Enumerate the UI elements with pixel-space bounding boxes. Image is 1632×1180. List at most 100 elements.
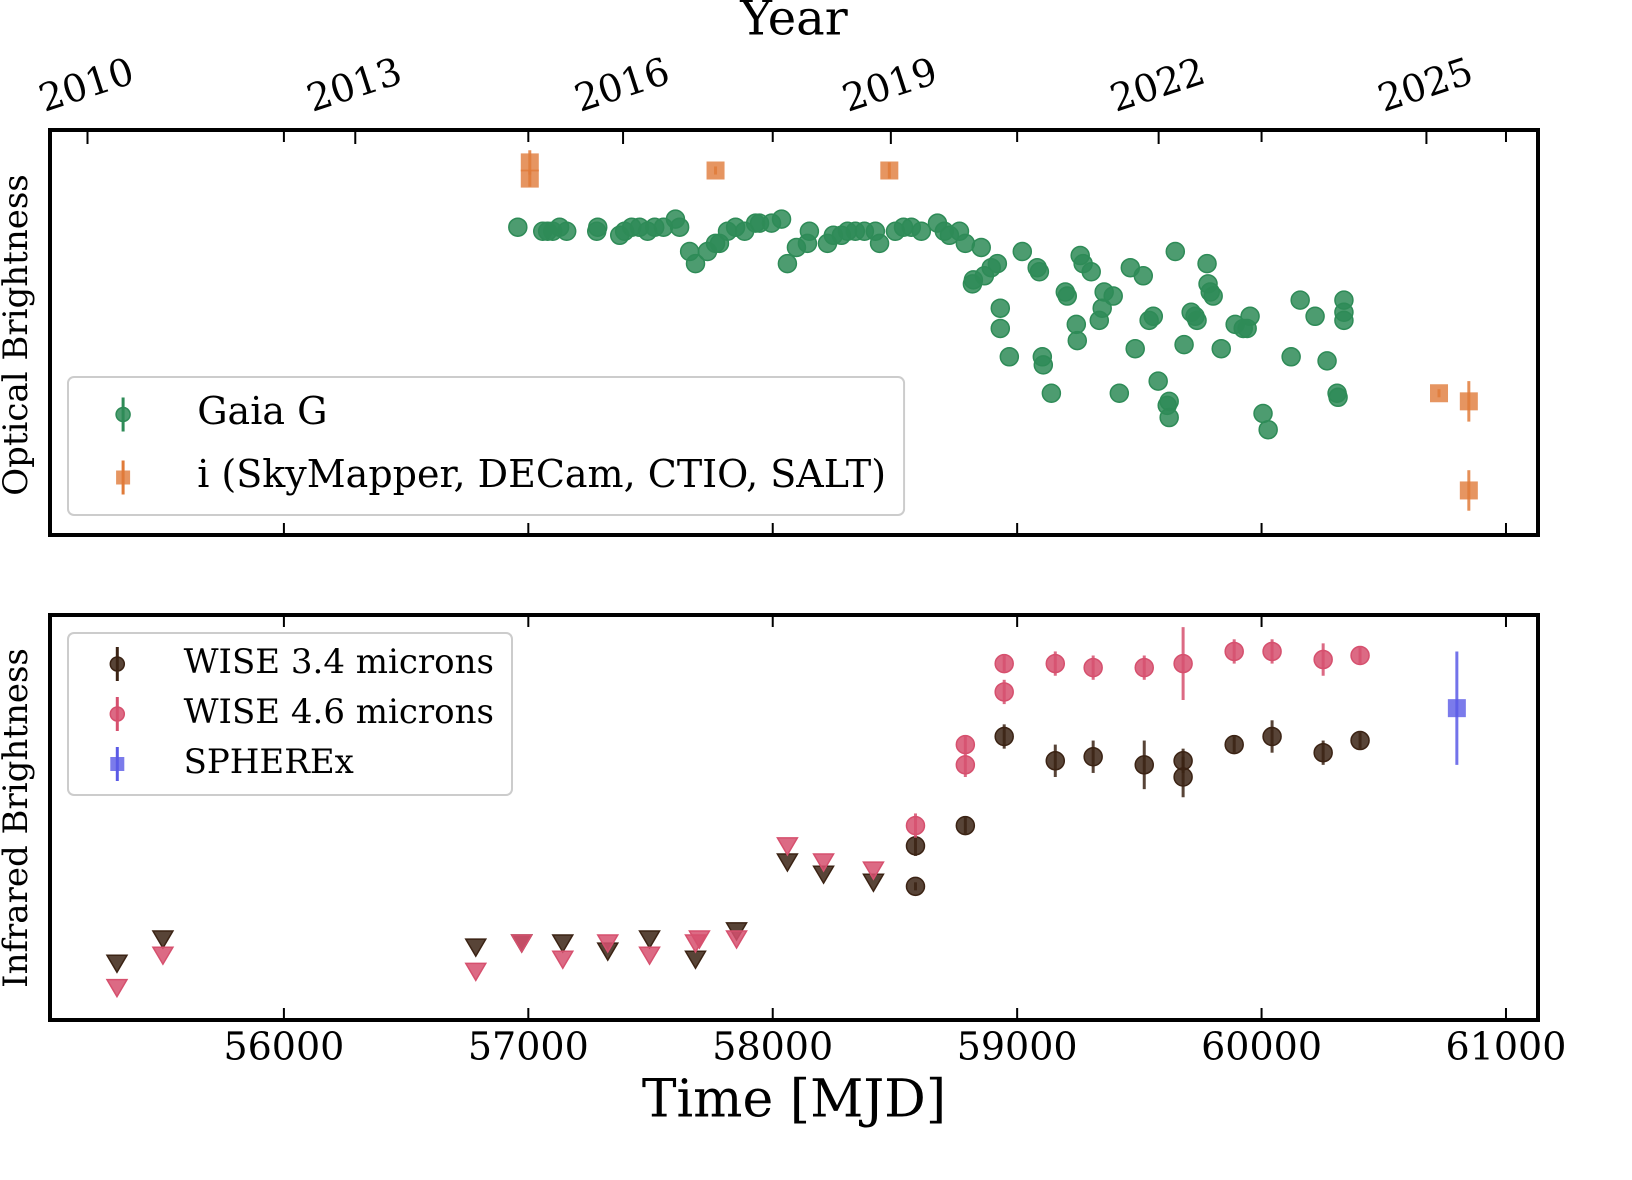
data-point	[862, 861, 885, 881]
data-point	[1103, 286, 1123, 306]
data-point	[1159, 391, 1179, 412]
data-point	[587, 217, 608, 237]
data-point	[1029, 262, 1050, 282]
data-point	[880, 161, 899, 180]
data-point	[638, 930, 661, 950]
data-point	[1187, 310, 1207, 331]
data-point	[777, 253, 798, 274]
data-point	[905, 836, 926, 856]
data-point	[1430, 384, 1449, 403]
data-point	[955, 734, 976, 755]
data-point	[1459, 481, 1478, 500]
data-point	[596, 934, 620, 954]
data-point	[1125, 338, 1145, 359]
x2-tick-label: 2010	[34, 49, 140, 121]
data-point	[551, 950, 575, 970]
data-point	[1305, 306, 1325, 327]
x2-tick-label: 2019	[837, 49, 943, 121]
data-point	[999, 347, 1020, 367]
data-point	[1262, 726, 1282, 747]
data-point	[151, 930, 175, 950]
x-tick-label: 56000	[223, 1025, 344, 1069]
data-point	[1143, 306, 1164, 327]
y-axis-title: Optical Brightness	[0, 174, 36, 496]
data-point	[1134, 657, 1154, 678]
x-tick-label: 61000	[1446, 1025, 1567, 1069]
plot-frame	[48, 128, 1540, 537]
data-point	[464, 938, 488, 958]
legend-marker	[109, 706, 126, 722]
data-point	[1057, 286, 1078, 306]
legend-marker	[115, 406, 131, 423]
legend-label: WISE 3.4 microns	[184, 642, 494, 682]
legend-box	[67, 632, 514, 796]
data-point	[1262, 641, 1282, 662]
legend-marker	[109, 656, 126, 672]
data-point	[1159, 407, 1179, 428]
plot-frame	[48, 613, 1540, 1022]
data-point	[685, 253, 706, 274]
data-point	[508, 217, 528, 237]
data-point	[1173, 767, 1193, 787]
data-point	[994, 682, 1014, 702]
data-point	[955, 233, 976, 254]
legend-label: Gaia G	[197, 389, 327, 433]
data-point	[105, 978, 129, 999]
data-point	[688, 930, 711, 950]
data-point	[1350, 645, 1370, 666]
x2-tick-label: 2013	[301, 49, 407, 121]
data-point	[1459, 392, 1478, 411]
y-axis-title: Infrared Brightness	[0, 648, 36, 988]
data-point	[1258, 419, 1278, 440]
data-point	[971, 237, 991, 258]
legend-label: i (SkyMapper, DECam, CTIO, SALT)	[197, 452, 886, 496]
x2-tick-label: 2025	[1373, 49, 1479, 121]
data-point	[1253, 403, 1273, 424]
data-point	[1045, 751, 1066, 771]
data-point	[706, 161, 725, 180]
legend-label: WISE 4.6 microns	[184, 692, 494, 732]
data-point	[1045, 653, 1066, 674]
data-point	[464, 962, 488, 982]
data-point	[1165, 241, 1186, 262]
data-point	[556, 221, 577, 241]
data-point	[1334, 310, 1354, 331]
data-point	[1328, 387, 1348, 408]
data-point	[776, 853, 799, 873]
data-point	[905, 815, 926, 836]
x2-tick-label: 2016	[569, 49, 675, 121]
x-axis-title: Time [MJD]	[642, 1070, 946, 1130]
data-point	[1447, 699, 1466, 718]
data-point	[1290, 290, 1310, 310]
data-point	[990, 298, 1011, 318]
legend-label: SPHEREx	[184, 742, 354, 782]
data-point	[869, 233, 890, 254]
data-point	[1081, 262, 1101, 282]
data-point	[955, 755, 976, 775]
data-point	[1134, 755, 1154, 775]
data-point	[1197, 253, 1217, 274]
data-point	[1066, 314, 1087, 335]
data-point	[1012, 241, 1033, 262]
data-point	[551, 934, 575, 954]
data-point	[1313, 742, 1333, 763]
data-point	[510, 934, 534, 954]
data-point	[105, 954, 129, 974]
data-point	[1109, 383, 1130, 403]
data-point	[955, 815, 976, 836]
data-point	[990, 318, 1011, 339]
data-point	[1211, 338, 1231, 359]
data-point	[1173, 653, 1193, 674]
x-tick-label: 58000	[712, 1025, 833, 1069]
top-axis-title: Year	[739, 0, 848, 47]
data-point	[1317, 351, 1337, 371]
data-point	[994, 653, 1014, 674]
data-point	[669, 217, 690, 237]
data-point	[725, 930, 748, 950]
data-point	[799, 221, 820, 241]
data-point	[520, 169, 539, 188]
x-tick-label: 60000	[1201, 1025, 1322, 1069]
data-point	[1133, 266, 1154, 286]
data-point	[1224, 734, 1244, 755]
